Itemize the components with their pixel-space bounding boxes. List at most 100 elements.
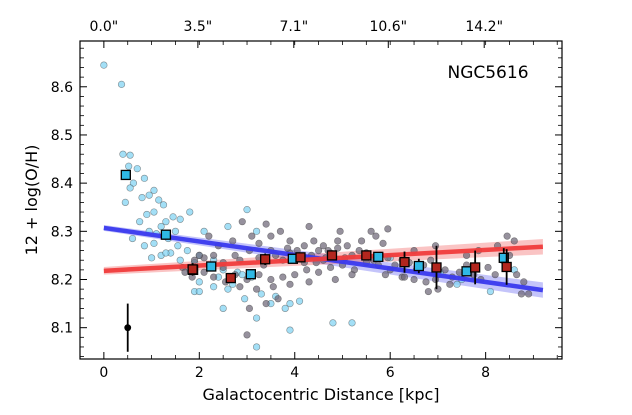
spaxels-gray-point [255,239,263,247]
red-fit-line [103,244,544,274]
binned-blue-marker [206,261,217,272]
spaxels-light-blue-point [169,213,177,221]
spaxels-light-blue-point [186,208,194,216]
spaxels-light-blue-point [147,254,156,262]
spaxels-gray-point [319,242,327,250]
y-tick-label: 8.5 [51,128,73,144]
spaxels-gray-point [276,227,285,235]
spaxels-gray-point [205,232,213,240]
spaxels-light-blue-point [295,297,304,305]
spaxels-gray-point [520,278,528,286]
spaxels-light-blue-point [252,314,261,322]
spaxels-light-blue-point [150,186,158,194]
spaxels-light-blue-point [155,196,163,204]
spaxels-light-blue-point [252,227,261,235]
binned-red-marker [295,252,306,263]
spaxels-gray-point [336,227,344,235]
spaxels-light-blue-point [224,222,232,231]
y-tick-label: 8.3 [51,224,73,240]
spaxels-light-blue-point [252,343,261,351]
binned-blue-marker [120,169,131,181]
spaxels-light-blue-point [125,162,133,170]
spaxels-light-blue-point [136,218,144,226]
spaxels-gray-point [269,283,277,291]
spaxels-light-blue-point [286,299,294,308]
binned-red-marker [469,262,481,273]
y-tick-label: 8.2 [51,273,73,289]
spaxels-light-blue-point [150,239,158,247]
spaxels-gray-point [427,256,435,264]
spaxels-gray-point [431,242,440,250]
spaxels-gray-point [348,271,356,279]
spaxels-light-blue-point [281,304,289,313]
spaxels-gray-point [513,271,521,279]
spaxels-light-blue-point [176,256,184,264]
y-axis-label: 12 + log(O/H) [22,145,41,256]
spaxels-gray-point [303,266,311,274]
spaxels-gray-point [262,299,270,308]
spaxels-light-blue-point [100,61,108,69]
spaxels-light-blue-point [133,165,141,173]
spaxels-gray-point [305,222,313,231]
binned-blue-marker [461,266,472,277]
y-tick-label: 8.1 [51,321,73,337]
top-tick-label: 0.0" [90,19,119,35]
top-tick-label: 10.6" [369,19,407,35]
spaxels-light-blue-point [238,271,246,279]
spaxels-light-blue-point [140,174,149,182]
spaxels-gray-point [410,275,418,284]
x-tick-label: 4 [290,365,299,381]
top-tick-label: 7.1" [279,19,308,35]
spaxels-light-blue-point [145,191,153,199]
spaxels-light-blue-point [117,80,126,88]
spaxels-gray-point [343,242,351,250]
spaxels-light-blue-point [176,215,184,223]
spaxels-gray-point [326,263,335,272]
spaxels-gray-point [305,278,313,286]
binned-blue-marker [245,269,256,280]
top-tick-label: 3.5" [184,19,213,35]
spaxels-gray-point [255,271,263,279]
spaxels-gray-point [331,275,339,284]
spaxels-light-blue-point [219,304,227,313]
spaxels-gray-point [286,237,294,245]
spaxels-gray-point [229,237,237,245]
spaxels-gray-point [400,273,409,281]
spaxels-gray-point [310,237,318,245]
spaxels-light-blue-point [162,249,170,257]
top-tick-label: 14.2" [465,19,503,35]
spaxels-light-blue-point [183,246,191,255]
spaxels-gray-point [262,220,270,228]
spaxels-light-blue-point [171,227,180,235]
spaxels-light-blue-point [150,208,158,216]
spaxels-gray-point [291,271,299,279]
spaxels-light-blue-point [348,319,356,327]
spaxels-light-blue-point [126,184,134,192]
binned-red-marker [260,254,271,265]
spaxels-gray-point [384,225,392,233]
spaxels-light-blue-point [174,242,182,250]
binned-blue-marker [413,260,424,272]
spaxels-gray-point [503,232,511,240]
spaxels-gray-point [367,227,375,235]
annotation-label: NGC5616 [447,63,528,83]
spaxels-gray-point [422,278,430,286]
spaxels-gray-point [267,232,275,240]
spaxels-light-blue-point [121,198,129,207]
spaxels-gray-point [334,237,342,245]
spaxels-light-blue-point [195,287,203,296]
spaxels-light-blue-point [126,151,134,159]
spaxels-light-blue-point [128,234,137,243]
binned-red-marker [501,261,512,273]
spaxels-gray-point [243,331,251,339]
spaxels-gray-point [252,285,261,293]
spaxels-gray-point [200,268,208,276]
spaxels-gray-point [517,290,526,298]
binned-red-marker [399,257,410,268]
spaxels-light-blue-point [195,278,203,286]
spaxels-light-blue-point [157,222,165,231]
spaxels-light-blue-point [119,150,127,158]
spaxels-light-blue-point [162,218,170,226]
spaxels-gray-point [248,232,256,240]
